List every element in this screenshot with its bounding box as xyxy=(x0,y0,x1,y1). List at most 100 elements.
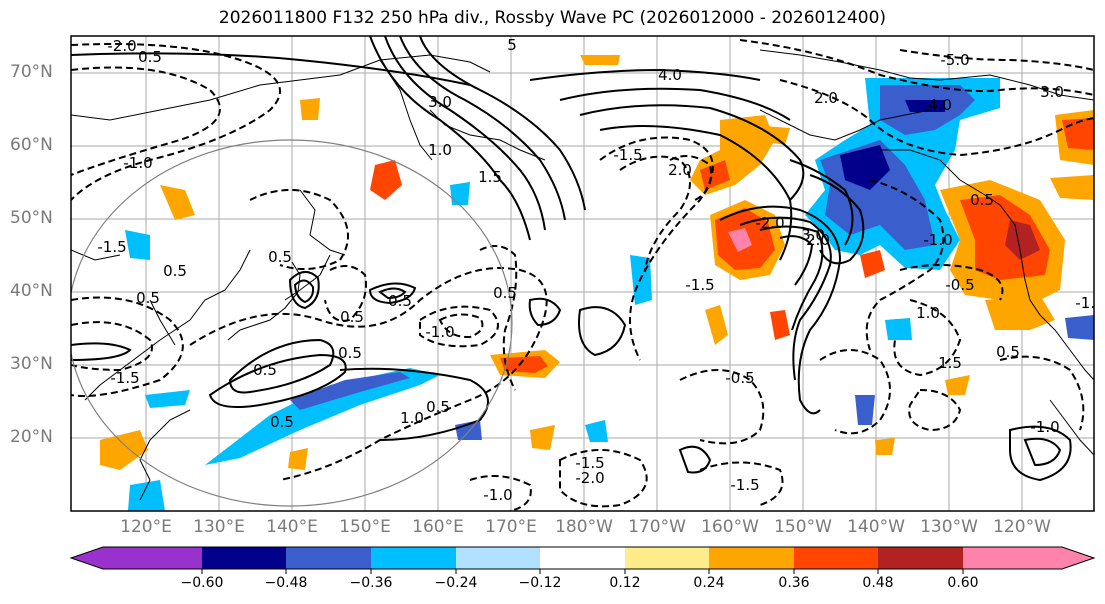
contour-dashed-10 xyxy=(669,155,712,201)
contour-label: -1.0 xyxy=(425,323,454,341)
contour-label: 3.0 xyxy=(428,93,452,111)
lon-label: 140°W xyxy=(847,517,905,537)
blob-red-5 xyxy=(770,310,790,340)
contour-label: -1.0 xyxy=(1075,294,1104,312)
blob-blue-w2 xyxy=(125,230,150,260)
contour-solid-15 xyxy=(528,297,562,327)
contour-jet-1 xyxy=(369,36,531,241)
colorbar-tick: 0.24 xyxy=(693,575,725,591)
colorbar-segment xyxy=(286,547,371,569)
contour-label: 1.5 xyxy=(938,354,962,372)
map-frame xyxy=(70,35,1095,512)
blob-blue-band xyxy=(205,368,440,465)
blob-blue-w5 xyxy=(450,182,470,205)
contour-label: 0.5 xyxy=(338,344,362,362)
shaded-blobs xyxy=(100,55,1094,511)
blob-red-2 xyxy=(500,356,548,373)
blob-orange-15 xyxy=(1050,175,1094,200)
colorbar-segment xyxy=(71,547,202,569)
contour-label: -1.5 xyxy=(575,454,604,472)
contour-label-group: -2.0 0.5 5 4.0 -5.0 2.0 3.0 3.0 4.0 -1.0… xyxy=(97,36,1104,504)
contour-jet-8 xyxy=(579,104,805,201)
blob-blue-dark-gulf xyxy=(840,100,945,190)
contour-label: -0.5 xyxy=(945,276,974,294)
contour-label: -1.5 xyxy=(613,146,642,164)
lat-label-70: 70°N xyxy=(10,62,53,82)
contour-label: -0.5 xyxy=(725,369,754,387)
contour-dashed-6 xyxy=(419,305,499,348)
contour-solid-4 xyxy=(288,271,320,310)
lat-label-20: 20°N xyxy=(10,427,53,447)
lat-label-40: 40°N xyxy=(10,281,53,301)
contour-dashed-9 xyxy=(619,155,691,271)
colorbar-segment xyxy=(709,547,794,569)
contour-solid-10 xyxy=(739,216,832,381)
blob-pink-center xyxy=(728,228,752,252)
contour-label: 0.5 xyxy=(388,292,412,310)
lon-label: 150°W xyxy=(774,517,832,537)
contour-solid-14 xyxy=(789,159,854,246)
lon-label: 160°W xyxy=(701,517,759,537)
blob-orange-9 xyxy=(160,185,195,220)
contour-label: 1.0 xyxy=(428,141,452,159)
contour-label: -2.0 xyxy=(755,214,784,232)
contour-dashed-25 xyxy=(324,265,367,322)
contour-dashed-11 xyxy=(739,39,1094,96)
contour-solid-2 xyxy=(228,338,335,394)
colorbar-segment xyxy=(202,547,286,569)
contour-label: -1.0 xyxy=(1030,418,1059,436)
lon-label: 120°E xyxy=(120,517,172,537)
colorbar-tick: −0.12 xyxy=(518,575,562,591)
contour-solid-13 xyxy=(809,174,865,265)
lon-label: 180°W xyxy=(555,517,613,537)
lon-label: 140°E xyxy=(266,517,318,537)
contour-label: 3.0 xyxy=(801,226,825,244)
coast-mexico xyxy=(1049,399,1094,456)
contour-jet-6 xyxy=(529,68,761,81)
contour-label: 0.5 xyxy=(253,361,277,379)
blob-orange-7 xyxy=(580,55,620,65)
lon-label: 130°E xyxy=(193,517,245,537)
colorbar-tick: 0.12 xyxy=(609,575,641,591)
coast-alaska xyxy=(759,49,1094,381)
lon-label: 130°W xyxy=(920,517,978,537)
contour-solid-3 xyxy=(208,353,347,408)
contour-dashed-13 xyxy=(899,49,1094,71)
contour-solid-1 xyxy=(71,342,132,361)
colorbar-tick: 0.48 xyxy=(862,575,894,591)
contour-label: 1.0 xyxy=(400,409,424,427)
blob-orange-1 xyxy=(370,160,402,200)
blob-blue-w8 xyxy=(1065,315,1094,340)
contour-dashed-20 xyxy=(559,449,648,508)
contour-label: 0.5 xyxy=(996,343,1020,361)
blob-blue-w1 xyxy=(455,420,482,440)
contour-solid-5 xyxy=(293,279,315,304)
contour-jet-4 xyxy=(419,36,586,211)
colorbar-outline xyxy=(69,546,1096,570)
contour-dashed-4 xyxy=(71,321,153,372)
contour-solid-16 xyxy=(578,306,627,357)
contour-label: 2.0 xyxy=(668,161,692,179)
lat-label-60: 60°N xyxy=(10,135,53,155)
colorbar-tick: 0.60 xyxy=(947,575,979,591)
contour-solid-12 xyxy=(779,235,814,286)
colorbar-tick: −0.24 xyxy=(434,575,478,591)
contour-dashed-21 xyxy=(699,461,784,506)
lon-label: 160°E xyxy=(412,517,464,537)
coast-japan xyxy=(227,261,301,341)
contour-dashed-17 xyxy=(908,388,962,432)
blob-orange-12 xyxy=(288,448,308,470)
contour-label: 4.0 xyxy=(928,96,952,114)
contour-dashed-22 xyxy=(999,355,1085,431)
contour-dashed-12 xyxy=(779,79,1094,157)
colorbar-segment xyxy=(371,547,456,569)
blob-blue-w9 xyxy=(585,420,608,442)
colorbar-segment xyxy=(456,547,540,569)
blob-orange-4 xyxy=(985,295,1055,330)
contour-label: 2.0 xyxy=(806,231,830,249)
contour-label: -5.0 xyxy=(940,51,969,69)
colorbar-segment xyxy=(878,547,963,569)
blob-orange-6 xyxy=(100,430,148,470)
lat-label-30: 30°N xyxy=(10,354,53,374)
